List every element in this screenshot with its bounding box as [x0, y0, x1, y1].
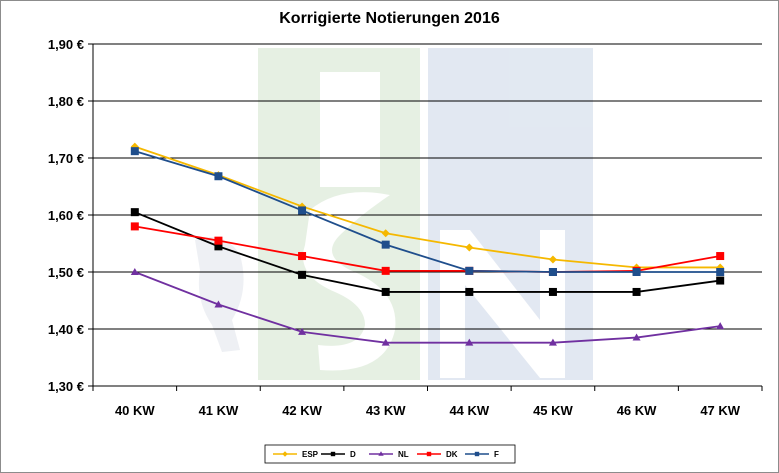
y-tick-label: 1,90 €: [48, 37, 84, 52]
series-line: [134, 211, 721, 293]
data-point: [465, 338, 474, 346]
data-point: [214, 300, 223, 308]
data-point: [548, 255, 557, 264]
legend-label: DK: [446, 450, 458, 459]
data-point: [130, 147, 139, 156]
data-point: [381, 287, 390, 296]
series-line: [134, 271, 721, 344]
legend-item-d: D: [321, 450, 356, 459]
series-line: [134, 225, 721, 273]
y-tick-label: 1,80 €: [48, 94, 84, 109]
series-nl: [130, 268, 725, 346]
x-tick-label: 45 KW: [533, 403, 573, 418]
legend-label: NL: [398, 450, 409, 459]
y-tick-label: 1,40 €: [48, 322, 84, 337]
data-point: [465, 266, 474, 275]
data-point: [130, 268, 139, 275]
data-point: [130, 208, 139, 217]
data-point: [298, 252, 307, 261]
data-point: [298, 270, 307, 279]
series-line: [134, 150, 721, 273]
series-line: [134, 145, 721, 269]
data-point: [465, 243, 474, 252]
legend-item-f: F: [465, 450, 499, 459]
data-point: [330, 451, 336, 457]
legend-label: F: [494, 450, 499, 459]
legend: ESP D NL DK F: [264, 444, 516, 464]
x-tick-label: 43 KW: [366, 403, 406, 418]
data-point: [381, 240, 390, 249]
x-tick-label: 44 KW: [449, 403, 489, 418]
series-group: [130, 142, 725, 346]
data-point: [548, 338, 557, 346]
series-f: [130, 147, 725, 276]
data-point: [474, 451, 480, 457]
legend-label: D: [350, 450, 356, 459]
legend-label: ESP: [302, 450, 319, 459]
data-point: [282, 451, 288, 457]
x-tick-label: 40 KW: [115, 403, 155, 418]
y-tick-label: 1,60 €: [48, 208, 84, 223]
data-point: [716, 322, 725, 330]
legend-item-dk: DK: [417, 450, 458, 459]
series-d: [130, 208, 725, 296]
data-point: [214, 172, 223, 181]
data-point: [214, 236, 223, 245]
data-point: [378, 451, 384, 456]
data-point: [214, 242, 223, 251]
data-point: [716, 276, 725, 285]
data-point: [632, 333, 641, 341]
data-point: [548, 287, 557, 296]
data-point: [465, 287, 474, 296]
data-point: [716, 268, 725, 276]
data-point: [381, 338, 390, 346]
x-tick-label: 42 KW: [282, 403, 322, 418]
legend-item-esp: ESP: [273, 450, 319, 459]
data-point: [298, 327, 307, 335]
data-point: [298, 206, 307, 215]
watermark-logo: [195, 48, 593, 380]
x-tick-label: 46 KW: [617, 403, 657, 418]
data-point: [426, 451, 432, 457]
data-point: [716, 252, 725, 261]
data-point: [130, 222, 139, 231]
data-point: [548, 268, 557, 276]
y-tick-label: 1,30 €: [48, 379, 84, 394]
data-point: [632, 268, 641, 276]
y-tick-label: 1,50 €: [48, 265, 84, 280]
y-tick-label: 1,70 €: [48, 151, 84, 166]
chart-title: Korrigierte Notierungen 2016: [279, 10, 500, 27]
legend-item-nl: NL: [369, 450, 409, 459]
y-axis-ticks: 1,90 € 1,80 € 1,70 € 1,60 € 1,50 € 1,40 € 1,30…: [48, 37, 93, 394]
data-point: [632, 287, 641, 296]
x-tick-label: 47 KW: [700, 403, 740, 418]
data-point: [381, 266, 390, 275]
data-point: [381, 229, 390, 238]
x-tick-label: 41 KW: [199, 403, 239, 418]
x-axis-ticks: 40 KW 41 KW 42 KW 43 KW 44 KW 45 KW 46 KW 47 KW: [92, 386, 763, 418]
